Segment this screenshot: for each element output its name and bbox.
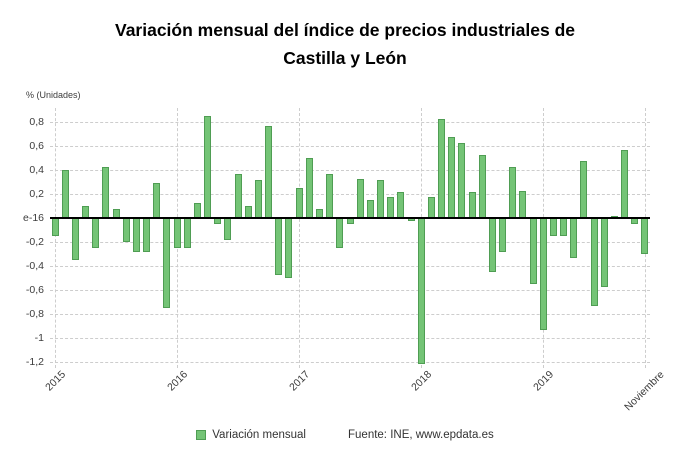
bar-2016-09 bbox=[254, 179, 262, 219]
y-tick-label: 0,8 bbox=[29, 115, 44, 128]
bar-2016-10 bbox=[265, 125, 273, 219]
y-tick-label: e-16 bbox=[22, 211, 44, 224]
chart-footer: Variación mensual Fuente: INE, www.epdat… bbox=[0, 429, 690, 441]
bar-2016-01 bbox=[173, 218, 181, 249]
bar-2016-12 bbox=[285, 218, 293, 279]
bar-2018-07 bbox=[478, 154, 486, 219]
bar-2019-11 bbox=[641, 218, 649, 255]
y-axis-unit-label: % (Unidades) bbox=[26, 90, 81, 100]
bar-2018-06 bbox=[468, 191, 476, 219]
chart-title-line1: Variación mensual del índice de precios … bbox=[114, 20, 576, 40]
legend-item-variacion-mensual: Variación mensual bbox=[196, 429, 306, 441]
bar-2015-10 bbox=[143, 218, 151, 252]
bar-2017-09 bbox=[377, 179, 384, 219]
y-tick-label: 0,4 bbox=[29, 163, 44, 176]
bar-2018-12 bbox=[529, 218, 537, 285]
y-gridline bbox=[50, 146, 650, 148]
bar-2016-02 bbox=[183, 218, 191, 249]
bar-2017-04 bbox=[326, 173, 334, 219]
bar-2016-06 bbox=[224, 218, 232, 240]
bar-2019-05 bbox=[580, 160, 588, 219]
y-gridline bbox=[50, 194, 650, 196]
bar-2016-04 bbox=[204, 116, 212, 219]
bar-2018-03 bbox=[438, 118, 446, 219]
bar-2018-11 bbox=[519, 190, 527, 219]
bar-2015-12 bbox=[163, 218, 171, 309]
bar-2016-07 bbox=[234, 173, 242, 219]
y-tick-label: 0,2 bbox=[29, 187, 44, 200]
bar-2019-07 bbox=[600, 218, 608, 287]
y-tick-label: -0,8 bbox=[25, 307, 44, 320]
bar-2017-07 bbox=[356, 178, 364, 219]
bar-2015-02 bbox=[61, 170, 69, 219]
bar-2018-09 bbox=[499, 218, 507, 252]
chart-title: Variación mensual del índice de precios … bbox=[8, 16, 682, 73]
bar-2017-01 bbox=[295, 188, 303, 219]
bar-2018-05 bbox=[458, 142, 466, 219]
bar-2017-05 bbox=[336, 218, 344, 249]
x-tick-label: 2018 bbox=[408, 368, 434, 394]
bar-2019-01 bbox=[539, 218, 547, 330]
bar-2016-11 bbox=[275, 218, 283, 275]
legend-swatch-icon bbox=[196, 430, 207, 440]
y-gridline bbox=[50, 170, 650, 172]
bar-2015-09 bbox=[132, 218, 140, 252]
bar-2019-09 bbox=[621, 149, 629, 219]
x-tick-label: Noviembre bbox=[622, 368, 667, 414]
y-tick-label: -1 bbox=[34, 331, 44, 344]
x-gridline bbox=[55, 108, 57, 368]
bar-2018-04 bbox=[448, 136, 456, 219]
bar-2019-02 bbox=[549, 218, 557, 237]
x-gridline bbox=[299, 108, 301, 368]
bar-2018-01 bbox=[417, 218, 425, 365]
legend-series-label: Variación mensual bbox=[212, 429, 306, 441]
y-gridline bbox=[50, 122, 650, 124]
bar-2019-04 bbox=[570, 218, 578, 258]
y-tick-label: -0,2 bbox=[25, 235, 44, 248]
y-gridline bbox=[50, 242, 650, 244]
bar-2019-06 bbox=[590, 218, 598, 306]
bar-2015-06 bbox=[102, 166, 110, 219]
y-tick-label: -0,4 bbox=[25, 259, 44, 272]
y-gridline bbox=[50, 266, 650, 268]
bar-2017-02 bbox=[305, 158, 313, 219]
bar-2019-03 bbox=[560, 218, 568, 237]
x-tick-label: 2017 bbox=[286, 368, 312, 394]
bar-2015-11 bbox=[153, 183, 161, 219]
bar-2017-11 bbox=[397, 191, 405, 219]
x-tick-label: 2015 bbox=[42, 368, 68, 394]
y-tick-label: -1,2 bbox=[25, 355, 44, 368]
y-tick-label: -0,6 bbox=[25, 283, 44, 296]
bar-2018-02 bbox=[427, 196, 435, 219]
bar-2017-10 bbox=[387, 196, 395, 219]
y-gridline bbox=[50, 290, 650, 292]
bar-2017-08 bbox=[366, 200, 374, 219]
y-tick-label: 0,6 bbox=[29, 139, 44, 152]
source-label: Fuente: INE, www.epdata.es bbox=[348, 429, 494, 441]
y-gridline bbox=[50, 338, 650, 340]
bar-2016-03 bbox=[193, 202, 201, 219]
chart-title-line2: Castilla y León bbox=[283, 48, 407, 69]
zero-axis-line bbox=[50, 217, 650, 220]
bar-2015-08 bbox=[122, 218, 130, 243]
bar-2018-10 bbox=[509, 166, 517, 219]
bar-2015-03 bbox=[71, 218, 79, 261]
y-gridline bbox=[50, 362, 650, 363]
x-tick-label: 2019 bbox=[530, 368, 556, 394]
bar-2015-05 bbox=[92, 218, 100, 249]
x-tick-label: 2016 bbox=[164, 368, 190, 394]
y-gridline bbox=[50, 314, 650, 316]
bar-2018-08 bbox=[488, 218, 496, 273]
bar-2015-01 bbox=[51, 218, 59, 237]
plot-area bbox=[50, 108, 650, 368]
